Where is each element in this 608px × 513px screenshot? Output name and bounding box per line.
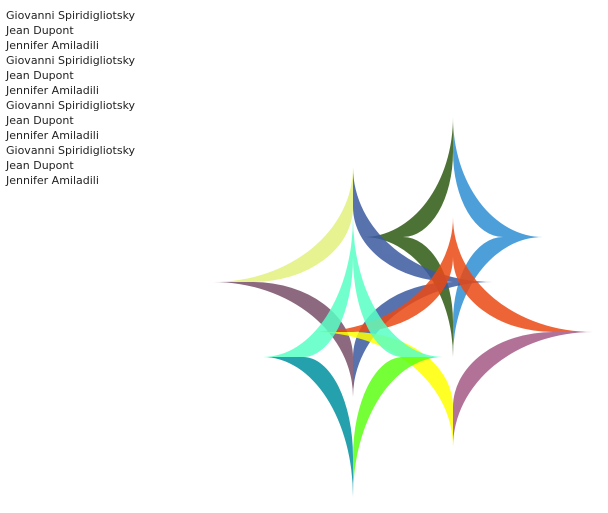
ring-east-segment	[453, 332, 593, 447]
ring-south-segment	[263, 217, 353, 357]
ring-west-segment	[353, 167, 493, 282]
ring-west-segment	[353, 282, 493, 397]
ring-north-segment	[453, 237, 543, 357]
ring-east-segment	[453, 217, 593, 332]
ring-south-segment	[263, 357, 353, 497]
list-item: Giovanni Spiridigliotsky	[6, 144, 136, 157]
name-list: Giovanni Spiridigliotsky Jean Dupont Jen…	[6, 8, 135, 188]
ring-north-segment	[363, 237, 453, 357]
list-item: Jennifer Amiladili	[6, 129, 99, 142]
list-item: Jean Dupont	[6, 69, 74, 82]
ring-east-segment	[313, 217, 453, 332]
ring-west	[213, 167, 493, 397]
list-item: Jean Dupont	[6, 114, 74, 127]
list-item: Jean Dupont	[6, 159, 74, 172]
ring-north	[363, 117, 543, 357]
list-item: Giovanni Spiridigliotsky	[6, 99, 136, 112]
ring-north-segment	[453, 117, 543, 237]
list-item: Giovanni Spiridigliotsky	[6, 54, 136, 67]
ring-south-segment	[353, 217, 443, 357]
ring-south	[263, 217, 443, 497]
list-item: Jennifer Amiladili	[6, 39, 99, 52]
ring-west-segment	[213, 282, 353, 397]
list-item: Jennifer Amiladili	[6, 84, 99, 97]
list-item: Jennifer Amiladili	[6, 174, 99, 187]
list-item: Giovanni Spiridigliotsky	[6, 9, 136, 22]
ring-north-segment	[363, 117, 453, 237]
list-item: Jean Dupont	[6, 24, 74, 37]
ring-south-segment	[353, 357, 443, 497]
ring-west-segment	[213, 167, 353, 282]
